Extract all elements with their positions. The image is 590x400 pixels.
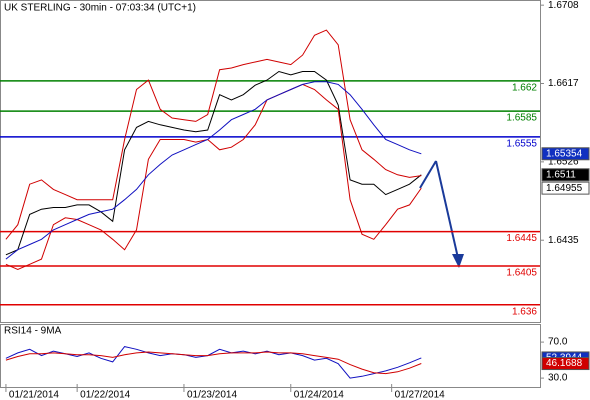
x-tick-label: 01/23/2014: [187, 390, 237, 400]
series-line: [5, 346, 422, 379]
price-panel: [0, 0, 541, 323]
x-tick-label: 01/27/2014: [395, 390, 445, 400]
projection-arrowhead: [452, 254, 464, 268]
x-tick-label: 01/21/2014: [9, 390, 59, 400]
x-tick-label: 01/22/2014: [80, 390, 130, 400]
value-box-label: 1.64955: [546, 183, 583, 194]
rsi-title: RSI14 - 9MA: [4, 326, 62, 337]
x-tick-label: 01/24/2014: [294, 390, 344, 400]
y-tick-label: 1.6708: [548, 0, 579, 11]
y-tick-label: 1.6617: [548, 78, 579, 89]
level-label: 1.6445: [506, 233, 537, 244]
value-box-label: 46.1688: [546, 358, 583, 369]
series-line: [5, 70, 422, 256]
chart-title: UK STERLING - 30min - 07:03:34 (UTC+1): [4, 3, 196, 14]
value-box: [541, 147, 590, 161]
level-label: 1.6405: [506, 268, 537, 279]
series-line: [5, 351, 422, 375]
level-label: 1.6555: [506, 139, 537, 150]
y-tick-label: 1.6435: [548, 235, 579, 246]
level-label: 1.662: [512, 83, 537, 94]
value-box: [541, 181, 590, 195]
value-box: [541, 168, 590, 182]
series-line: [5, 83, 422, 271]
value-box: [541, 357, 590, 371]
projection-arrow: [435, 160, 459, 259]
y-tick-label: 1.6526: [548, 157, 579, 168]
y-tick-label: 30.0: [548, 373, 568, 384]
series-line: [5, 29, 422, 240]
projection-arrow: [419, 160, 437, 189]
level-label: 1.6585: [506, 113, 537, 124]
level-label: 1.636: [512, 306, 537, 317]
value-box-label: 1.65354: [546, 148, 583, 159]
value-box-label: 1.6511: [546, 169, 576, 180]
rsi-panel: [0, 324, 541, 388]
y-tick-label: 70.0: [548, 337, 568, 348]
series-line: [5, 81, 422, 260]
